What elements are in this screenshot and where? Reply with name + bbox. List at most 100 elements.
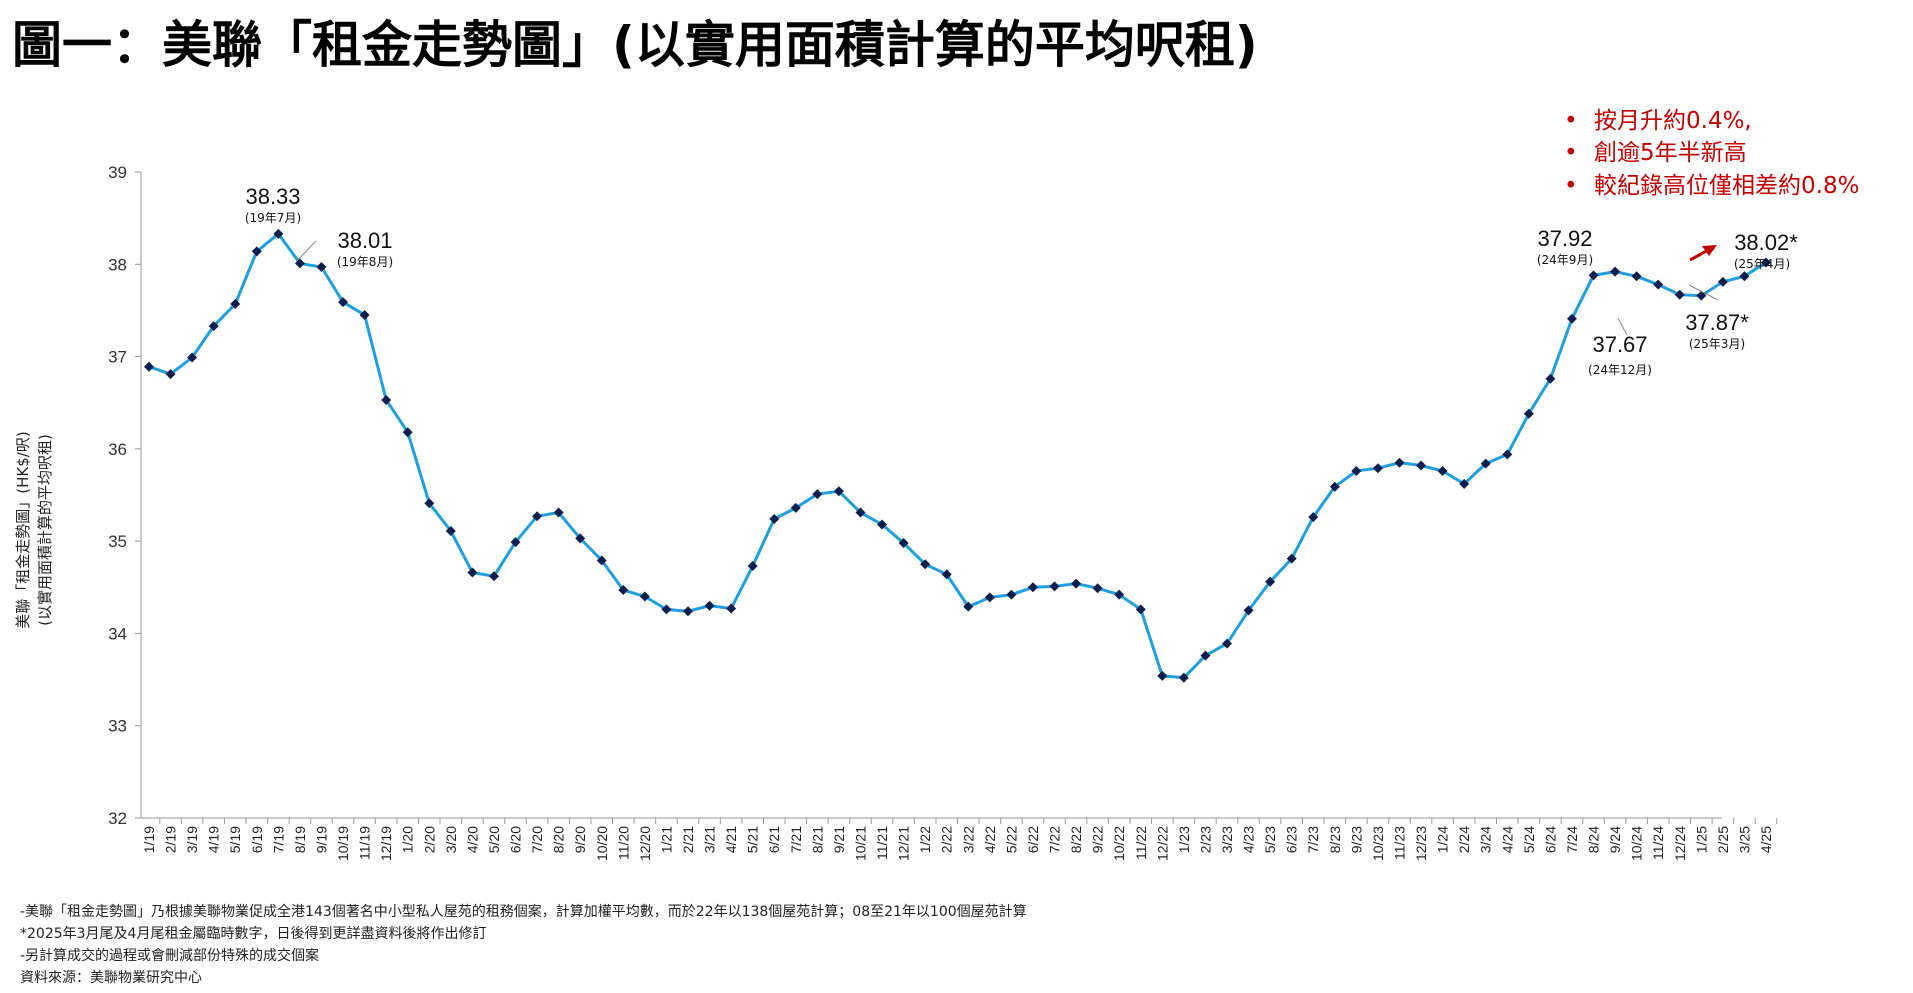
data-point-marker xyxy=(316,262,327,273)
x-tick-label: 4/22 xyxy=(982,826,998,853)
data-point-marker xyxy=(1394,457,1405,468)
x-tick-label: 3/24 xyxy=(1478,826,1494,853)
annotation-value: 38.33 xyxy=(245,184,300,209)
x-tick-label: 9/21 xyxy=(831,826,847,853)
x-tick-label: 8/20 xyxy=(551,826,567,853)
data-point-marker xyxy=(187,352,198,363)
x-tick-label: 11/22 xyxy=(1133,826,1149,860)
x-tick-label: 10/19 xyxy=(335,826,351,861)
data-point-marker xyxy=(510,537,521,548)
data-point-marker xyxy=(1653,279,1664,290)
x-tick-label: 11/23 xyxy=(1391,826,1407,860)
annotation-period: (24年9月) xyxy=(1537,253,1593,267)
data-point-marker xyxy=(488,571,499,582)
x-tick-label: 4/19 xyxy=(206,826,222,853)
x-tick-label: 3/22 xyxy=(960,826,976,853)
data-point-marker xyxy=(467,567,478,578)
annotation-period: (24年12月) xyxy=(1588,363,1652,377)
data-point-marker xyxy=(726,603,737,614)
data-point-marker xyxy=(445,525,456,536)
x-tick-label: 11/20 xyxy=(615,826,631,860)
x-tick-label: 12/23 xyxy=(1413,826,1429,861)
x-tick-label: 9/22 xyxy=(1090,826,1106,853)
y-tick-label: 35 xyxy=(108,532,127,551)
data-point-marker xyxy=(338,297,349,308)
y-tick-label: 36 xyxy=(108,440,127,459)
data-point-marker xyxy=(1222,638,1232,649)
x-tick-label: 7/20 xyxy=(529,826,545,853)
y-axis-label-line2: (以實用面積計算的平均呎租) xyxy=(36,434,54,626)
data-point-marker xyxy=(1265,576,1276,587)
x-tick-label: 4/23 xyxy=(1241,826,1257,853)
x-tick-label: 8/21 xyxy=(809,826,825,853)
x-tick-label: 5/20 xyxy=(486,826,502,853)
data-point-marker xyxy=(424,498,435,509)
data-point-marker xyxy=(1610,266,1621,277)
data-point-marker xyxy=(1739,271,1750,282)
data-point-marker xyxy=(683,606,693,617)
leader-line-38-01 xyxy=(295,240,317,263)
x-tick-label: 7/24 xyxy=(1564,826,1580,853)
x-tick-label: 12/20 xyxy=(637,826,653,861)
x-tick-label: 10/23 xyxy=(1370,826,1386,861)
annotation-peak-2019-07: 38.33 (19年7月) xyxy=(245,184,301,225)
x-tick-label: 10/21 xyxy=(852,826,868,861)
data-point-marker xyxy=(1372,463,1383,474)
annotation-value: 37.87* xyxy=(1685,310,1749,335)
highlight-item-1: 按月升約0.4%, xyxy=(1594,108,1752,134)
x-tick-label: 12/24 xyxy=(1672,826,1688,861)
annotation-2024-09: 37.92 (24年9月) xyxy=(1537,226,1593,267)
highlight-bullet-1: • xyxy=(1564,108,1578,134)
data-point-marker xyxy=(898,537,909,548)
annotation-2025-03: 37.87* (25年3月) xyxy=(1685,310,1749,351)
x-tick-label: 3/19 xyxy=(184,826,200,853)
x-tick-label: 2/24 xyxy=(1456,826,1472,853)
x-tick-label: 12/22 xyxy=(1154,826,1170,861)
x-tick-label: 2/19 xyxy=(163,826,179,853)
y-tick-label: 34 xyxy=(108,624,127,643)
x-tick-label: 6/19 xyxy=(249,826,265,853)
data-point-marker xyxy=(575,533,586,544)
data-point-marker xyxy=(1092,583,1103,594)
x-tick-label: 1/20 xyxy=(400,826,416,853)
data-point-marker xyxy=(1286,553,1297,564)
x-tick-label: 4/21 xyxy=(723,826,739,853)
x-tick-label: 2/23 xyxy=(1197,826,1213,853)
data-point-marker xyxy=(1351,466,1362,477)
x-tick-label: 9/20 xyxy=(572,826,588,853)
data-point-marker xyxy=(381,394,392,405)
x-tick-label: 8/22 xyxy=(1068,826,1084,853)
x-tick-label: 6/24 xyxy=(1542,826,1558,853)
highlight-list: • 按月升約0.4%, • 創逾5年半新高 • 較紀錄高位僅相差約0.8% xyxy=(1564,108,1859,199)
x-tick-label: 11/19 xyxy=(357,826,373,860)
x-tick-label: 3/21 xyxy=(702,826,718,853)
data-point-marker xyxy=(1135,604,1146,615)
x-tick-label: 9/23 xyxy=(1348,826,1364,853)
data-point-marker xyxy=(790,502,801,513)
x-tick-label: 9/24 xyxy=(1607,826,1623,853)
x-tick-label: 12/21 xyxy=(896,826,912,861)
y-axis-label-line1: 美聯「租金走勢圖」(HK$/呎) xyxy=(14,431,32,628)
data-point-marker xyxy=(273,228,284,239)
annotation-value: 38.02* xyxy=(1734,230,1798,255)
x-tick-label: 11/21 xyxy=(874,826,890,860)
x-tick-label: 6/22 xyxy=(1025,826,1041,853)
data-point-marker xyxy=(1200,650,1211,661)
annotation-value: 37.67 xyxy=(1592,332,1647,357)
data-point-marker xyxy=(1027,582,1038,593)
data-point-marker xyxy=(1178,672,1189,683)
highlight-bullet-3: • xyxy=(1564,173,1578,199)
series-line xyxy=(148,231,1767,680)
x-tick-label: 5/22 xyxy=(1003,826,1019,853)
data-point-marker xyxy=(812,489,823,500)
x-tick-label: 3/20 xyxy=(443,826,459,853)
x-tick-label: 3/23 xyxy=(1219,826,1235,853)
data-point-marker xyxy=(596,555,607,566)
x-tick-label: 8/19 xyxy=(292,826,308,853)
data-point-marker xyxy=(877,519,888,530)
x-tick-label: 6/21 xyxy=(766,826,782,853)
x-ticks: 1/19 2/19 3/19 4/19 5/19 6/19 7/19 8/19 9/19 10/1… xyxy=(141,818,1778,861)
data-point-marker xyxy=(1566,313,1577,324)
x-tick-label: 8/24 xyxy=(1586,826,1602,853)
x-tick-label: 10/20 xyxy=(594,826,610,861)
